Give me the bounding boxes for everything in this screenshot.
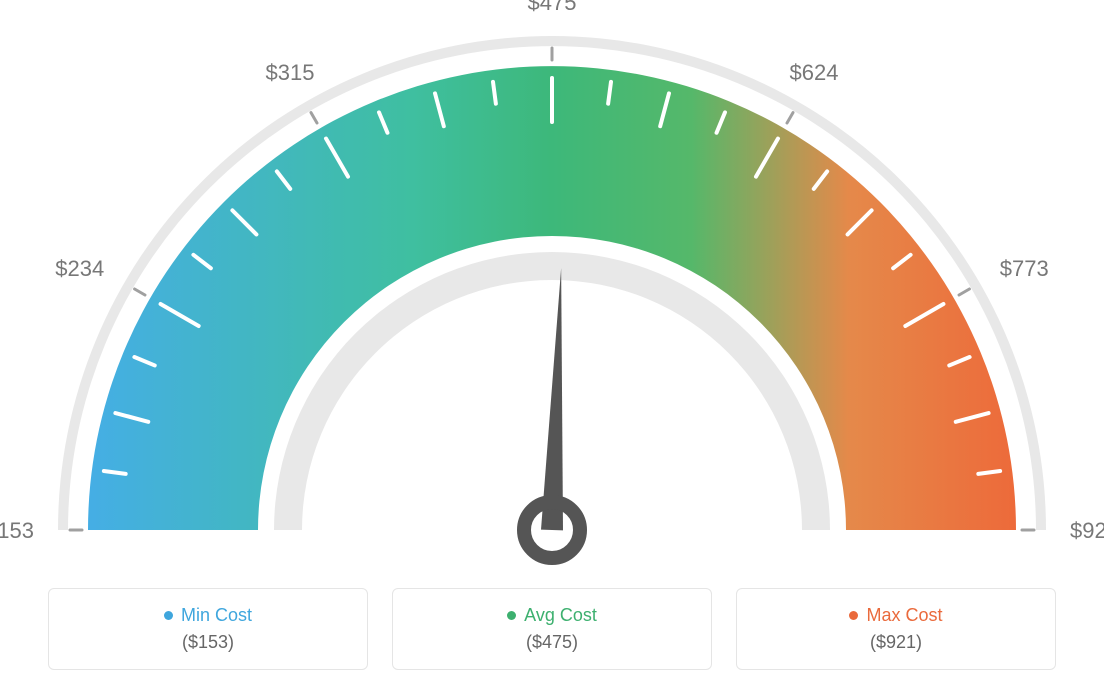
outer-tick <box>311 113 317 123</box>
legend-dot-max <box>849 611 858 620</box>
tick-label: $773 <box>1000 256 1049 281</box>
legend-row: Min Cost ($153) Avg Cost ($475) Max Cost… <box>0 588 1104 670</box>
legend-value-min: ($153) <box>69 632 347 653</box>
legend-value-avg: ($475) <box>413 632 691 653</box>
legend-label-max: Max Cost <box>866 605 942 626</box>
outer-tick <box>959 289 969 295</box>
gauge-needle <box>541 268 563 530</box>
gauge-svg: $153 $234 $315 $475 $624 $773 $921 <box>0 0 1104 580</box>
inner-tick <box>493 82 496 104</box>
tick-label: $624 <box>790 60 839 85</box>
outer-tick <box>787 113 793 123</box>
legend-card-min: Min Cost ($153) <box>48 588 368 670</box>
legend-label-avg: Avg Cost <box>524 605 597 626</box>
outer-tick <box>135 289 145 295</box>
legend-dot-avg <box>507 611 516 620</box>
inner-tick <box>608 82 611 104</box>
inner-tick <box>978 471 1000 474</box>
legend-value-max: ($921) <box>757 632 1035 653</box>
tick-label: $921 <box>1070 518 1104 543</box>
inner-tick <box>104 471 126 474</box>
tick-label: $153 <box>0 518 34 543</box>
tick-label: $315 <box>266 60 315 85</box>
tick-label: $234 <box>55 256 104 281</box>
legend-label-min: Min Cost <box>181 605 252 626</box>
legend-card-max: Max Cost ($921) <box>736 588 1056 670</box>
legend-card-avg: Avg Cost ($475) <box>392 588 712 670</box>
tick-label: $475 <box>528 0 577 15</box>
gauge-chart: $153 $234 $315 $475 $624 $773 $921 <box>0 0 1104 580</box>
legend-dot-min <box>164 611 173 620</box>
